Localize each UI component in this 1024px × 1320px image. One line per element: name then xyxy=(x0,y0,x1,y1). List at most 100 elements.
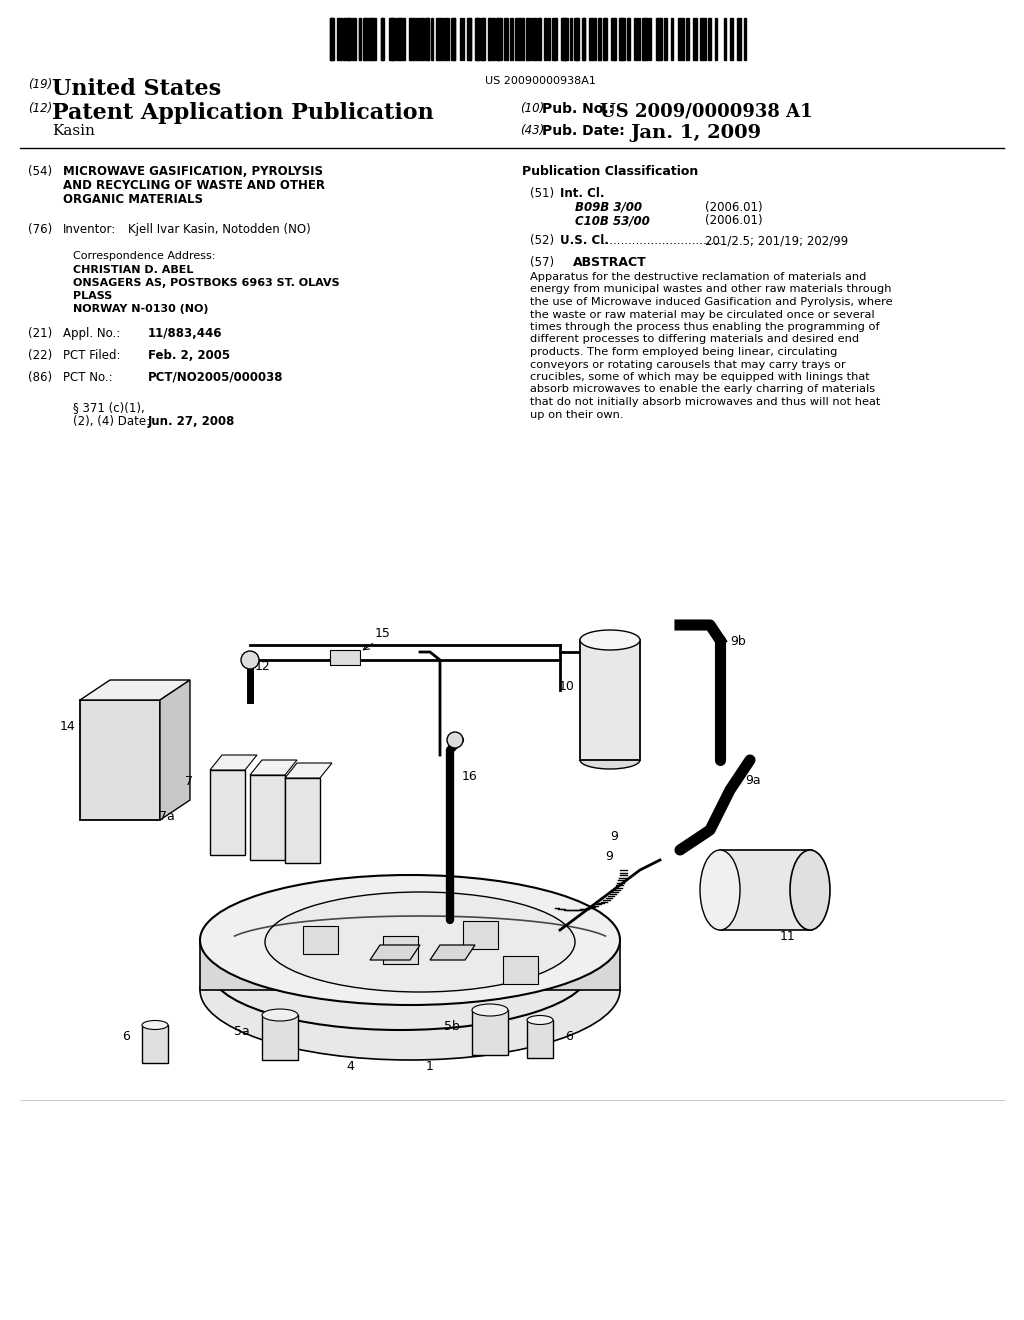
Text: (43): (43) xyxy=(520,124,544,137)
Bar xyxy=(460,18,462,59)
Bar xyxy=(709,18,711,59)
Ellipse shape xyxy=(700,850,740,931)
Text: US 2009/0000938 A1: US 2009/0000938 A1 xyxy=(600,102,813,120)
Text: U.S. Cl.: U.S. Cl. xyxy=(560,234,609,247)
Bar xyxy=(527,18,531,59)
Bar xyxy=(743,18,745,59)
Bar xyxy=(539,18,542,59)
Ellipse shape xyxy=(262,1008,298,1020)
Text: Inventor:: Inventor: xyxy=(63,223,117,236)
Ellipse shape xyxy=(200,875,620,1005)
Bar xyxy=(686,18,688,59)
Text: the waste or raw material may be circulated once or several: the waste or raw material may be circula… xyxy=(530,309,874,319)
Bar xyxy=(510,18,513,59)
Bar xyxy=(577,18,579,59)
Text: CHRISTIAN D. ABEL: CHRISTIAN D. ABEL xyxy=(73,265,194,275)
Text: Jun. 27, 2008: Jun. 27, 2008 xyxy=(148,414,236,428)
Bar xyxy=(343,18,350,59)
Text: (21): (21) xyxy=(28,327,52,341)
Polygon shape xyxy=(210,770,245,855)
Bar xyxy=(582,18,585,59)
Bar xyxy=(446,18,449,59)
Text: that do not initially absorb microwaves and thus will not heat: that do not initially absorb microwaves … xyxy=(530,397,881,407)
Text: (57): (57) xyxy=(530,256,554,269)
Text: 6: 6 xyxy=(565,1030,572,1043)
Bar xyxy=(644,18,648,59)
Ellipse shape xyxy=(580,630,640,649)
Bar xyxy=(544,18,547,59)
Text: Pub. Date:: Pub. Date: xyxy=(542,124,625,139)
Bar xyxy=(613,18,616,59)
Text: 11/883,446: 11/883,446 xyxy=(148,327,222,341)
Bar xyxy=(348,18,351,59)
Bar xyxy=(454,18,456,59)
Text: crucibles, some of which may be equipped with linings that: crucibles, some of which may be equipped… xyxy=(530,372,869,381)
Ellipse shape xyxy=(241,651,259,669)
Ellipse shape xyxy=(472,1005,508,1016)
Text: Pub. No.:: Pub. No.: xyxy=(542,102,614,116)
Text: Kjell Ivar Kasin, Notodden (NO): Kjell Ivar Kasin, Notodden (NO) xyxy=(128,223,310,236)
Bar xyxy=(720,850,812,931)
Text: 9a: 9a xyxy=(745,774,761,787)
Bar xyxy=(451,18,455,59)
Text: PCT/NO2005/000038: PCT/NO2005/000038 xyxy=(148,371,284,384)
Bar xyxy=(506,18,508,59)
Bar xyxy=(427,18,429,59)
Bar xyxy=(628,18,630,59)
Text: Jan. 1, 2009: Jan. 1, 2009 xyxy=(630,124,761,143)
Text: Feb. 2, 2005: Feb. 2, 2005 xyxy=(148,348,230,362)
Bar xyxy=(411,18,415,59)
Bar xyxy=(504,18,506,59)
Bar xyxy=(519,18,523,59)
Polygon shape xyxy=(80,680,190,700)
Text: 1: 1 xyxy=(426,1060,434,1073)
Bar xyxy=(337,18,341,59)
Bar xyxy=(678,18,684,59)
Bar xyxy=(554,18,557,59)
Bar xyxy=(445,18,447,59)
Bar xyxy=(436,18,440,59)
Text: energy from municipal wastes and other raw materials through: energy from municipal wastes and other r… xyxy=(530,285,892,294)
Bar xyxy=(440,18,444,59)
Bar xyxy=(330,18,333,59)
Ellipse shape xyxy=(527,1015,553,1024)
Text: Int. Cl.: Int. Cl. xyxy=(560,187,604,201)
Text: 14: 14 xyxy=(59,719,75,733)
Text: 9: 9 xyxy=(605,850,613,863)
Bar xyxy=(330,18,335,59)
Text: 12: 12 xyxy=(255,660,270,673)
Text: AND RECYCLING OF WASTE AND OTHER: AND RECYCLING OF WASTE AND OTHER xyxy=(63,180,325,191)
Bar xyxy=(469,18,471,59)
Bar xyxy=(358,18,360,59)
Bar xyxy=(371,18,374,59)
Polygon shape xyxy=(200,940,620,990)
Text: 5b: 5b xyxy=(444,1020,460,1034)
Bar xyxy=(527,1020,553,1059)
Text: 8a: 8a xyxy=(340,931,355,942)
Ellipse shape xyxy=(200,920,620,1060)
Bar xyxy=(525,18,528,59)
Text: conveyors or rotating carousels that may carry trays or: conveyors or rotating carousels that may… xyxy=(530,359,846,370)
Text: 11: 11 xyxy=(780,931,796,942)
Bar xyxy=(262,1015,298,1060)
Text: (19): (19) xyxy=(28,78,52,91)
Text: up on their own.: up on their own. xyxy=(530,409,624,420)
Text: ONSAGERS AS, POSTBOKS 6963 ST. OLAVS: ONSAGERS AS, POSTBOKS 6963 ST. OLAVS xyxy=(73,279,340,288)
Bar xyxy=(482,18,484,59)
Polygon shape xyxy=(250,760,297,775)
Text: products. The form employed being linear, circulating: products. The form employed being linear… xyxy=(530,347,838,356)
Text: Correspondence Address:: Correspondence Address: xyxy=(73,251,215,261)
Bar xyxy=(642,18,644,59)
Bar xyxy=(381,18,384,59)
Bar xyxy=(649,18,651,59)
Ellipse shape xyxy=(580,751,640,770)
FancyBboxPatch shape xyxy=(503,956,538,983)
Text: Apparatus for the destructive reclamation of materials and: Apparatus for the destructive reclamatio… xyxy=(530,272,866,282)
Bar xyxy=(391,18,395,59)
Text: (51): (51) xyxy=(530,187,554,201)
Bar xyxy=(737,18,741,59)
Bar xyxy=(592,18,596,59)
Text: US 20090000938A1: US 20090000938A1 xyxy=(484,77,595,86)
Bar xyxy=(552,18,555,59)
Bar xyxy=(410,18,412,59)
